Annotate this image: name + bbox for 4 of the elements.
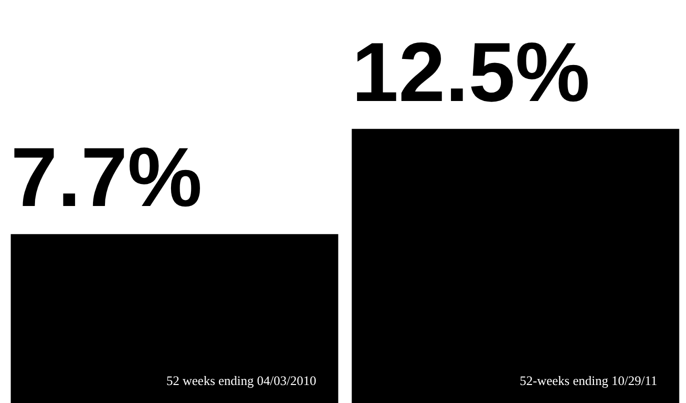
x-tick-label: 52 weeks ending 04/03/2010 (166, 373, 316, 388)
data-label: 7.7% (10, 130, 202, 224)
x-tick-label: 52-weeks ending 10/29/11 (520, 373, 658, 388)
data-label: 12.5% (352, 24, 590, 119)
